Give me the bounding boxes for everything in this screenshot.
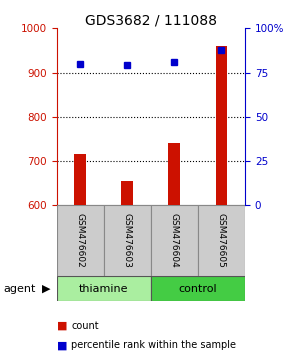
Bar <box>168 143 180 205</box>
Bar <box>57 205 104 276</box>
Text: control: control <box>179 284 217 293</box>
Bar <box>151 276 245 301</box>
Text: ▶: ▶ <box>42 284 50 293</box>
Bar <box>74 154 86 205</box>
Text: GSM476605: GSM476605 <box>217 213 226 268</box>
Text: thiamine: thiamine <box>79 284 128 293</box>
Bar <box>104 205 151 276</box>
Text: GSM476602: GSM476602 <box>76 213 85 268</box>
Title: GDS3682 / 111088: GDS3682 / 111088 <box>85 13 217 27</box>
Text: GSM476604: GSM476604 <box>170 213 179 268</box>
Text: agent: agent <box>3 284 35 293</box>
Text: ■: ■ <box>57 340 67 350</box>
Bar <box>198 205 245 276</box>
Text: percentile rank within the sample: percentile rank within the sample <box>71 340 236 350</box>
Bar <box>121 181 133 205</box>
Text: count: count <box>71 321 99 331</box>
Bar <box>57 276 151 301</box>
Text: ■: ■ <box>57 321 67 331</box>
Bar <box>215 46 227 205</box>
Text: GSM476603: GSM476603 <box>123 213 132 268</box>
Bar <box>151 205 198 276</box>
